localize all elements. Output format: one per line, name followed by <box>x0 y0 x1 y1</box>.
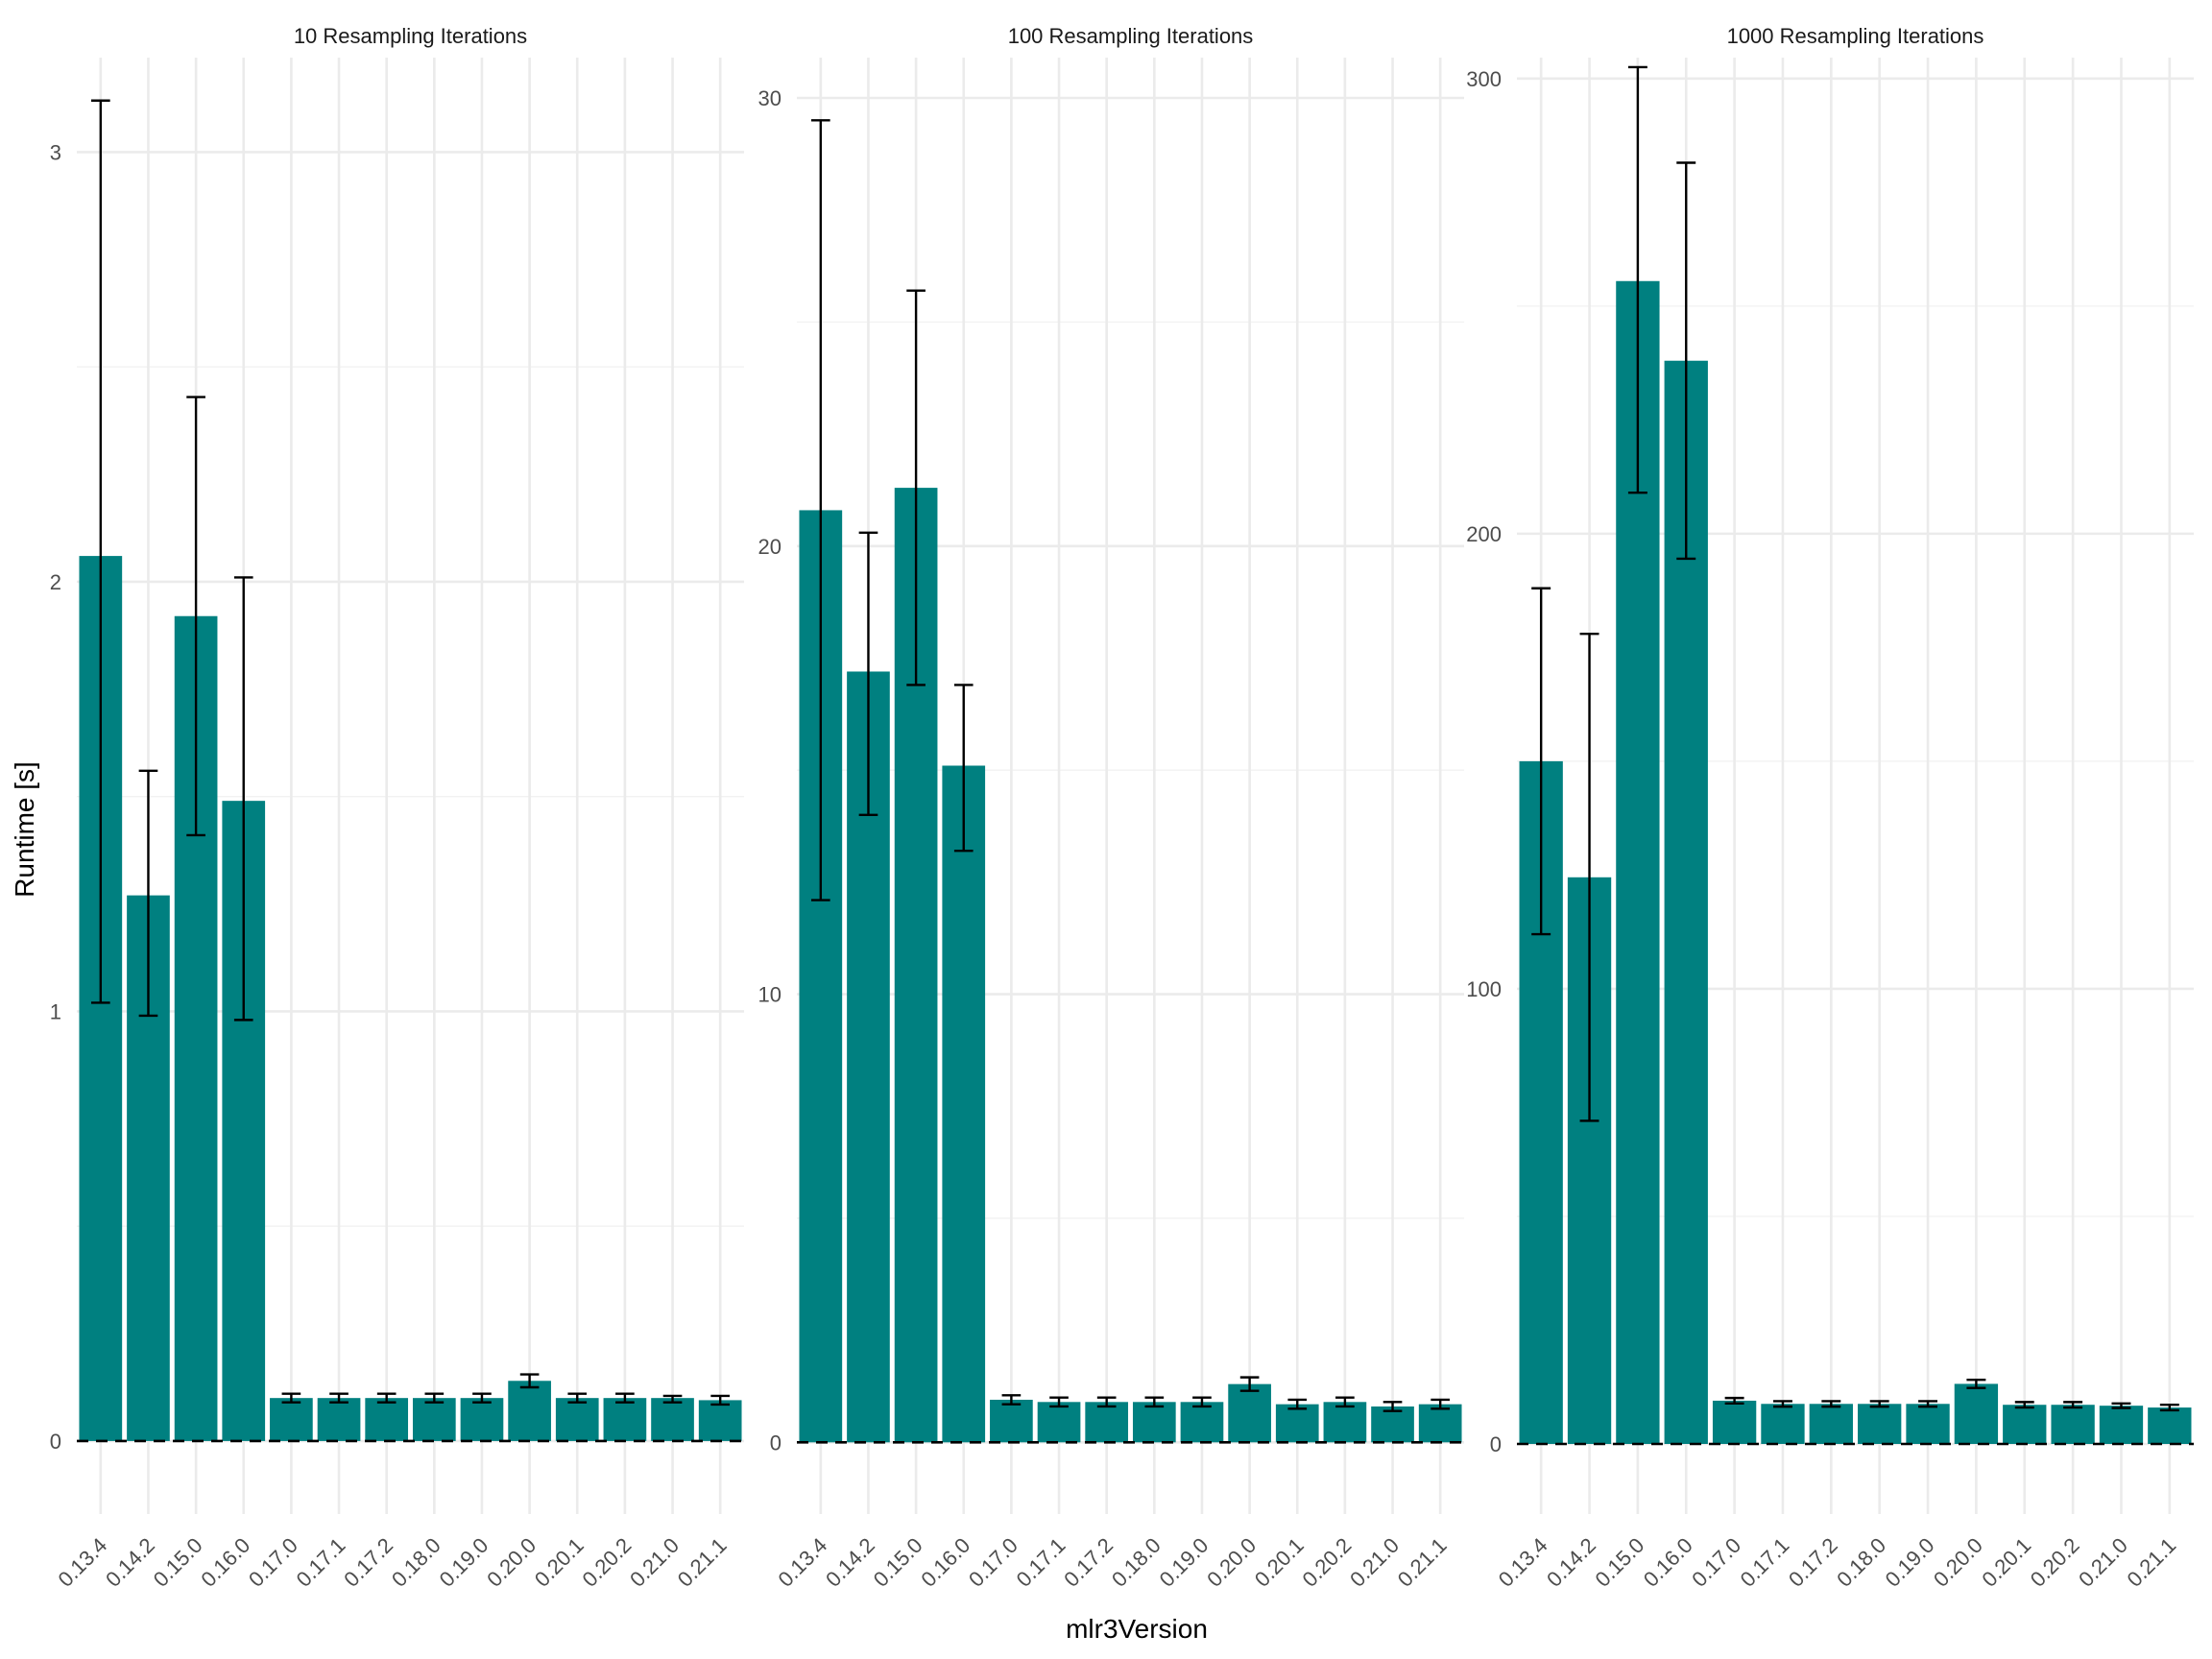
y-tick-label: 200 <box>1466 522 1502 546</box>
bar <box>1037 1402 1081 1443</box>
bar <box>1418 1404 1462 1443</box>
bar <box>1085 1402 1129 1443</box>
bar <box>1228 1383 1271 1443</box>
x-axis-title: mlr3Version <box>1066 1614 1208 1644</box>
y-tick-label: 0 <box>1490 1432 1502 1456</box>
bar <box>1180 1402 1224 1443</box>
x-tick-label: 0.21.1 <box>1393 1533 1452 1592</box>
bar <box>317 1398 361 1441</box>
x-tick-label: 0.21.1 <box>2122 1533 2180 1592</box>
y-tick-label: 30 <box>758 86 781 110</box>
y-axis-title: Runtime [s] <box>10 761 39 898</box>
y-tick-label: 100 <box>1466 977 1502 1001</box>
x-tick-label: 0.18.0 <box>1832 1533 1890 1592</box>
y-tick-label: 0 <box>770 1431 781 1455</box>
bar <box>1809 1404 1853 1444</box>
x-tick-label: 0.20.1 <box>530 1533 589 1592</box>
x-tick-label: 0.15.0 <box>869 1533 927 1592</box>
x-tick-label: 0.20.2 <box>577 1533 636 1592</box>
x-tick-label: 0.21.0 <box>625 1533 684 1592</box>
x-tick-label: 0.19.0 <box>1155 1533 1214 1592</box>
bar <box>270 1398 313 1441</box>
x-tick-label: 0.17.0 <box>964 1533 1022 1592</box>
bar <box>555 1398 599 1441</box>
y-tick-label: 20 <box>758 535 781 559</box>
y-tick-label: 3 <box>50 140 61 164</box>
x-tick-label: 0.21.0 <box>2074 1533 2132 1592</box>
bar <box>603 1398 647 1441</box>
bar <box>1712 1400 1757 1444</box>
x-tick-label: 0.17.2 <box>339 1533 397 1592</box>
x-tick-label: 0.20.1 <box>1977 1533 2035 1592</box>
bar <box>1132 1402 1176 1443</box>
x-tick-label: 0.19.0 <box>435 1533 493 1592</box>
y-tick-label: 10 <box>758 983 781 1007</box>
x-tick-label: 0.14.2 <box>821 1533 879 1592</box>
bar <box>508 1381 551 1441</box>
x-tick-label: 0.16.0 <box>196 1533 254 1592</box>
x-tick-label: 0.17.2 <box>1784 1533 1842 1592</box>
bar <box>942 765 986 1443</box>
x-tick-label: 0.17.1 <box>1736 1533 1794 1592</box>
x-tick-label: 0.17.1 <box>1012 1533 1070 1592</box>
x-tick-label: 0.13.4 <box>1494 1533 1552 1592</box>
x-tick-label: 0.14.2 <box>101 1533 159 1592</box>
bar <box>2099 1406 2144 1444</box>
y-tick-label: 1 <box>50 999 61 1023</box>
bar <box>1323 1402 1367 1443</box>
x-tick-label: 0.16.0 <box>1639 1533 1697 1592</box>
bar <box>412 1398 456 1441</box>
facet-title: 10 Resampling Iterations <box>294 24 527 48</box>
x-tick-label: 0.20.0 <box>1202 1533 1261 1592</box>
x-tick-label: 0.17.0 <box>1687 1533 1745 1592</box>
bar <box>698 1400 742 1441</box>
facet-title: 1000 Resampling Iterations <box>1727 24 1984 48</box>
x-tick-label: 0.16.0 <box>916 1533 974 1592</box>
bar <box>1906 1404 1950 1444</box>
x-tick-label: 0.17.2 <box>1059 1533 1118 1592</box>
x-tick-label: 0.17.0 <box>244 1533 302 1592</box>
bar <box>2003 1405 2047 1444</box>
x-tick-label: 0.19.0 <box>1881 1533 1939 1592</box>
x-tick-label: 0.18.0 <box>1107 1533 1166 1592</box>
x-tick-label: 0.13.4 <box>773 1533 831 1592</box>
x-tick-label: 0.18.0 <box>387 1533 445 1592</box>
x-tick-label: 0.21.0 <box>1345 1533 1404 1592</box>
x-tick-label: 0.20.0 <box>1929 1533 1987 1592</box>
x-tick-label: 0.15.0 <box>149 1533 207 1592</box>
bar <box>365 1398 409 1441</box>
bar <box>651 1398 694 1441</box>
bar <box>1275 1404 1319 1443</box>
y-tick-label: 2 <box>50 570 61 594</box>
bar <box>2051 1405 2095 1444</box>
y-tick-label: 300 <box>1466 67 1502 91</box>
x-tick-label: 0.15.0 <box>1590 1533 1648 1592</box>
bar <box>2148 1407 2192 1444</box>
bar <box>1761 1404 1805 1444</box>
x-tick-label: 0.21.1 <box>673 1533 732 1592</box>
bar <box>1371 1406 1414 1443</box>
x-tick-label: 0.13.4 <box>53 1533 111 1592</box>
x-tick-label: 0.14.2 <box>1542 1533 1600 1592</box>
x-tick-label: 0.20.1 <box>1250 1533 1309 1592</box>
y-tick-label: 0 <box>50 1430 61 1454</box>
x-tick-label: 0.17.1 <box>292 1533 350 1592</box>
bar <box>1858 1404 1902 1444</box>
bar <box>1954 1383 1999 1444</box>
bar <box>990 1399 1033 1443</box>
x-tick-label: 0.20.2 <box>2026 1533 2084 1592</box>
bar <box>460 1398 504 1441</box>
x-tick-label: 0.20.0 <box>482 1533 541 1592</box>
facet-title: 100 Resampling Iterations <box>1008 24 1254 48</box>
x-tick-label: 0.20.2 <box>1297 1533 1356 1592</box>
